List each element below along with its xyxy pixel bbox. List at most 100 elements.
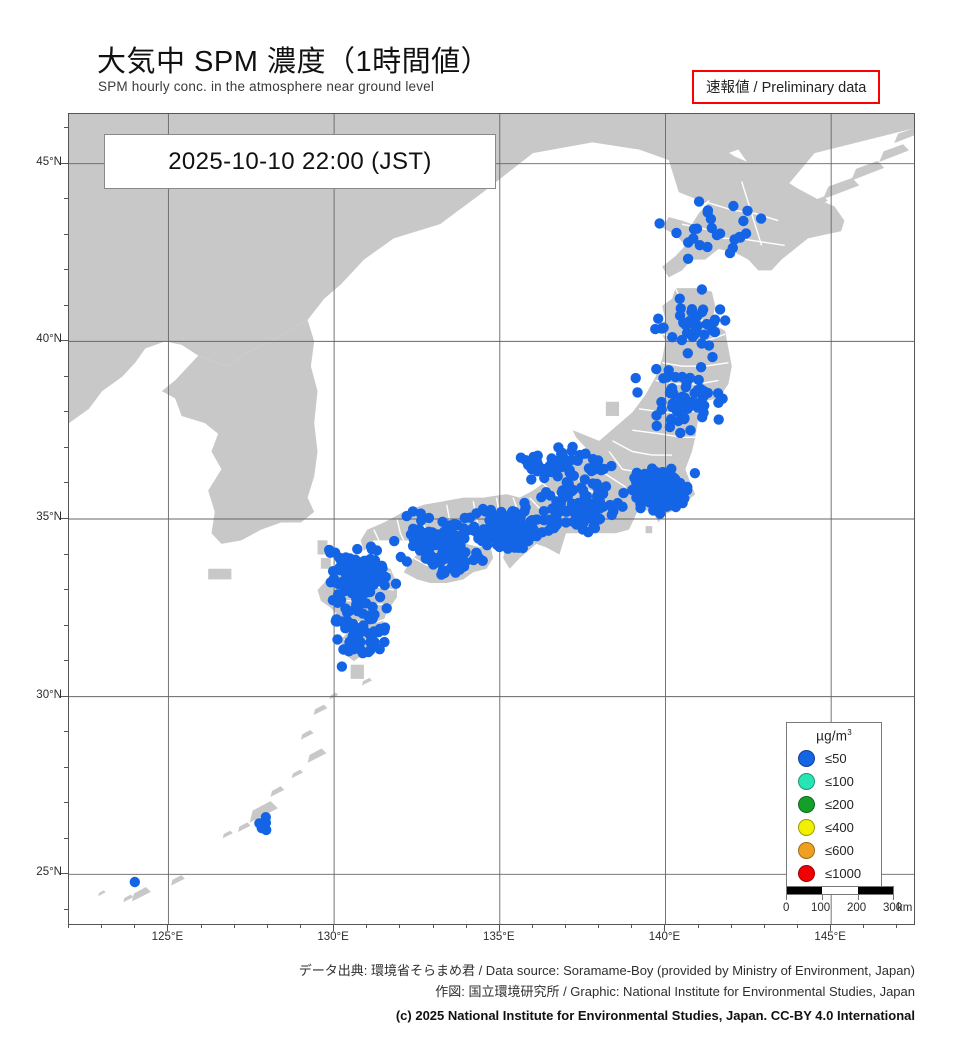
station-point[interactable]	[707, 325, 718, 336]
station-point[interactable]	[755, 213, 767, 224]
station-point[interactable]	[515, 452, 527, 463]
station-point[interactable]	[500, 521, 511, 532]
station-point[interactable]	[471, 527, 482, 538]
station-point[interactable]	[632, 387, 643, 398]
station-point[interactable]	[443, 541, 454, 553]
station-point[interactable]	[477, 555, 488, 566]
station-point[interactable]	[686, 306, 697, 317]
station-point[interactable]	[598, 501, 609, 512]
station-point[interactable]	[618, 487, 629, 499]
station-point[interactable]	[556, 487, 567, 498]
station-point[interactable]	[516, 520, 528, 531]
station-point[interactable]	[695, 362, 707, 373]
station-point[interactable]	[742, 205, 753, 216]
station-point[interactable]	[693, 374, 704, 386]
station-point[interactable]	[344, 585, 355, 596]
station-point[interactable]	[709, 314, 721, 325]
station-point[interactable]	[697, 304, 709, 315]
station-point[interactable]	[364, 578, 376, 589]
station-point[interactable]	[552, 471, 563, 482]
station-point[interactable]	[646, 484, 658, 496]
station-point[interactable]	[572, 455, 583, 466]
station-point[interactable]	[676, 334, 688, 346]
station-point[interactable]	[587, 463, 599, 474]
station-point[interactable]	[702, 207, 713, 218]
station-point[interactable]	[651, 420, 662, 432]
station-point[interactable]	[640, 496, 652, 507]
station-point[interactable]	[341, 607, 353, 618]
station-point[interactable]	[552, 508, 563, 519]
station-point[interactable]	[517, 542, 528, 554]
station-point[interactable]	[358, 588, 369, 600]
station-point[interactable]	[355, 645, 367, 656]
station-point[interactable]	[331, 616, 343, 627]
station-point[interactable]	[650, 466, 661, 477]
station-point[interactable]	[654, 218, 665, 229]
station-point[interactable]	[327, 595, 339, 606]
station-point[interactable]	[476, 536, 488, 547]
station-point[interactable]	[437, 549, 448, 560]
station-point[interactable]	[688, 223, 700, 235]
station-point[interactable]	[679, 413, 690, 425]
station-point[interactable]	[335, 554, 346, 565]
station-point[interactable]	[696, 284, 708, 295]
station-point[interactable]	[664, 467, 676, 478]
station-point[interactable]	[651, 363, 662, 375]
station-point[interactable]	[459, 533, 470, 544]
station-point[interactable]	[527, 523, 539, 534]
station-point[interactable]	[682, 484, 693, 496]
station-point[interactable]	[656, 396, 667, 408]
station-point[interactable]	[538, 506, 550, 517]
station-point[interactable]	[502, 534, 513, 546]
station-point[interactable]	[374, 591, 386, 603]
station-point[interactable]	[347, 560, 358, 572]
station-point[interactable]	[680, 320, 692, 331]
station-point[interactable]	[673, 490, 684, 501]
station-point[interactable]	[738, 215, 749, 227]
station-point[interactable]	[379, 636, 390, 648]
station-point[interactable]	[363, 562, 374, 573]
station-point[interactable]	[697, 412, 708, 423]
station-point[interactable]	[464, 512, 476, 523]
station-point[interactable]	[496, 506, 507, 518]
station-point[interactable]	[579, 474, 590, 485]
station-point[interactable]	[694, 240, 705, 251]
legend-row-0[interactable]: ≤50	[787, 747, 881, 770]
station-point[interactable]	[407, 506, 419, 517]
station-point[interactable]	[684, 372, 696, 384]
station-point[interactable]	[633, 485, 645, 496]
station-point[interactable]	[658, 373, 669, 384]
station-point[interactable]	[379, 625, 390, 636]
station-point[interactable]	[656, 501, 667, 513]
station-point[interactable]	[713, 397, 724, 408]
station-point[interactable]	[372, 570, 383, 581]
station-point[interactable]	[674, 404, 685, 415]
station-point[interactable]	[337, 576, 349, 587]
station-point[interactable]	[380, 571, 391, 583]
station-point[interactable]	[129, 876, 140, 888]
station-point[interactable]	[366, 544, 377, 555]
station-point[interactable]	[523, 459, 534, 471]
station-point[interactable]	[667, 388, 678, 399]
station-point[interactable]	[560, 517, 572, 528]
station-point[interactable]	[332, 634, 343, 645]
station-point[interactable]	[589, 522, 601, 534]
station-point[interactable]	[389, 535, 400, 547]
station-point[interactable]	[706, 222, 717, 234]
station-point[interactable]	[571, 503, 583, 514]
station-point[interactable]	[455, 560, 466, 572]
station-point[interactable]	[670, 501, 681, 513]
station-point[interactable]	[447, 560, 458, 571]
station-point[interactable]	[548, 462, 560, 473]
station-point[interactable]	[450, 551, 461, 562]
station-point[interactable]	[416, 515, 427, 526]
station-point[interactable]	[680, 382, 691, 393]
station-point[interactable]	[335, 595, 347, 606]
station-point[interactable]	[683, 237, 694, 248]
station-point[interactable]	[656, 323, 667, 334]
station-point[interactable]	[724, 247, 736, 259]
station-point[interactable]	[428, 559, 439, 570]
station-point[interactable]	[587, 453, 599, 465]
station-point[interactable]	[656, 404, 667, 415]
station-point[interactable]	[418, 534, 430, 545]
